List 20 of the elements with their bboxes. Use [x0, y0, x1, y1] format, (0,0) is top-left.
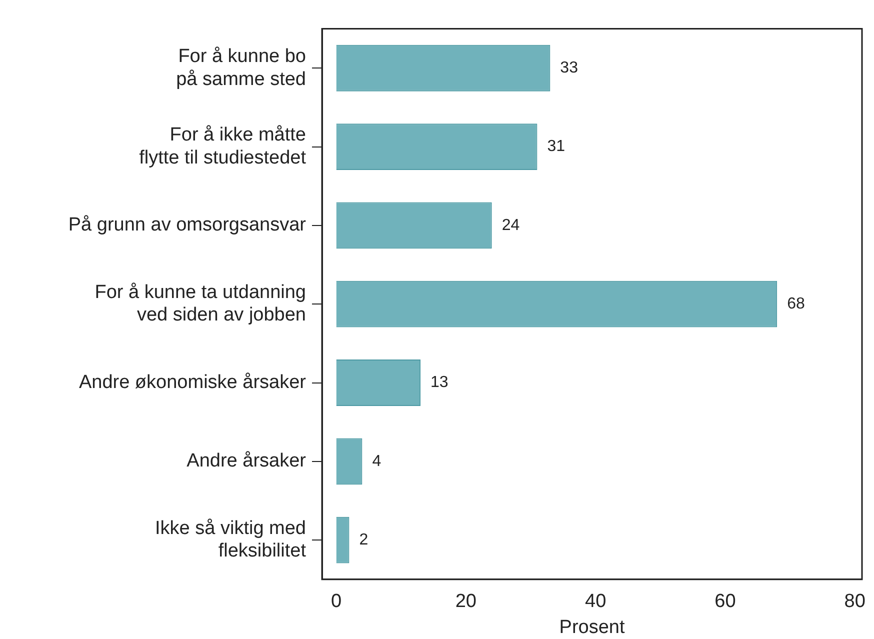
data-label: 31 [547, 138, 566, 156]
y-tick-label: Andre årsaker [186, 450, 307, 472]
data-label: 4 [372, 452, 382, 470]
data-label: 13 [430, 374, 448, 392]
x-tick-label: 40 [584, 591, 606, 612]
data-label: 2 [359, 531, 368, 548]
y-tick-label: På grunn av omsorgsansvar [68, 214, 307, 236]
x-tick-label: 20 [455, 591, 476, 612]
y-tick-label: For å kunne bo på samme sted [176, 46, 306, 90]
y-tick-label: For å ikke måtte flytte til studiestedet [139, 124, 307, 168]
x-axis-title: Prosent [559, 616, 626, 638]
x-tick-label: 0 [330, 591, 342, 612]
data-label: 68 [787, 296, 805, 313]
y-tick-label: For å kunne ta utdanning ved siden av jobben [94, 282, 306, 326]
x-tick-label: 60 [714, 591, 736, 612]
data-label: 33 [560, 60, 578, 77]
data-label: 24 [502, 216, 520, 234]
x-tick-label: 80 [844, 591, 866, 612]
y-tick-label: Andre økonomiske årsaker [78, 372, 307, 393]
y-tick-label: Ikke så viktig med fleksibilitet [155, 518, 307, 562]
